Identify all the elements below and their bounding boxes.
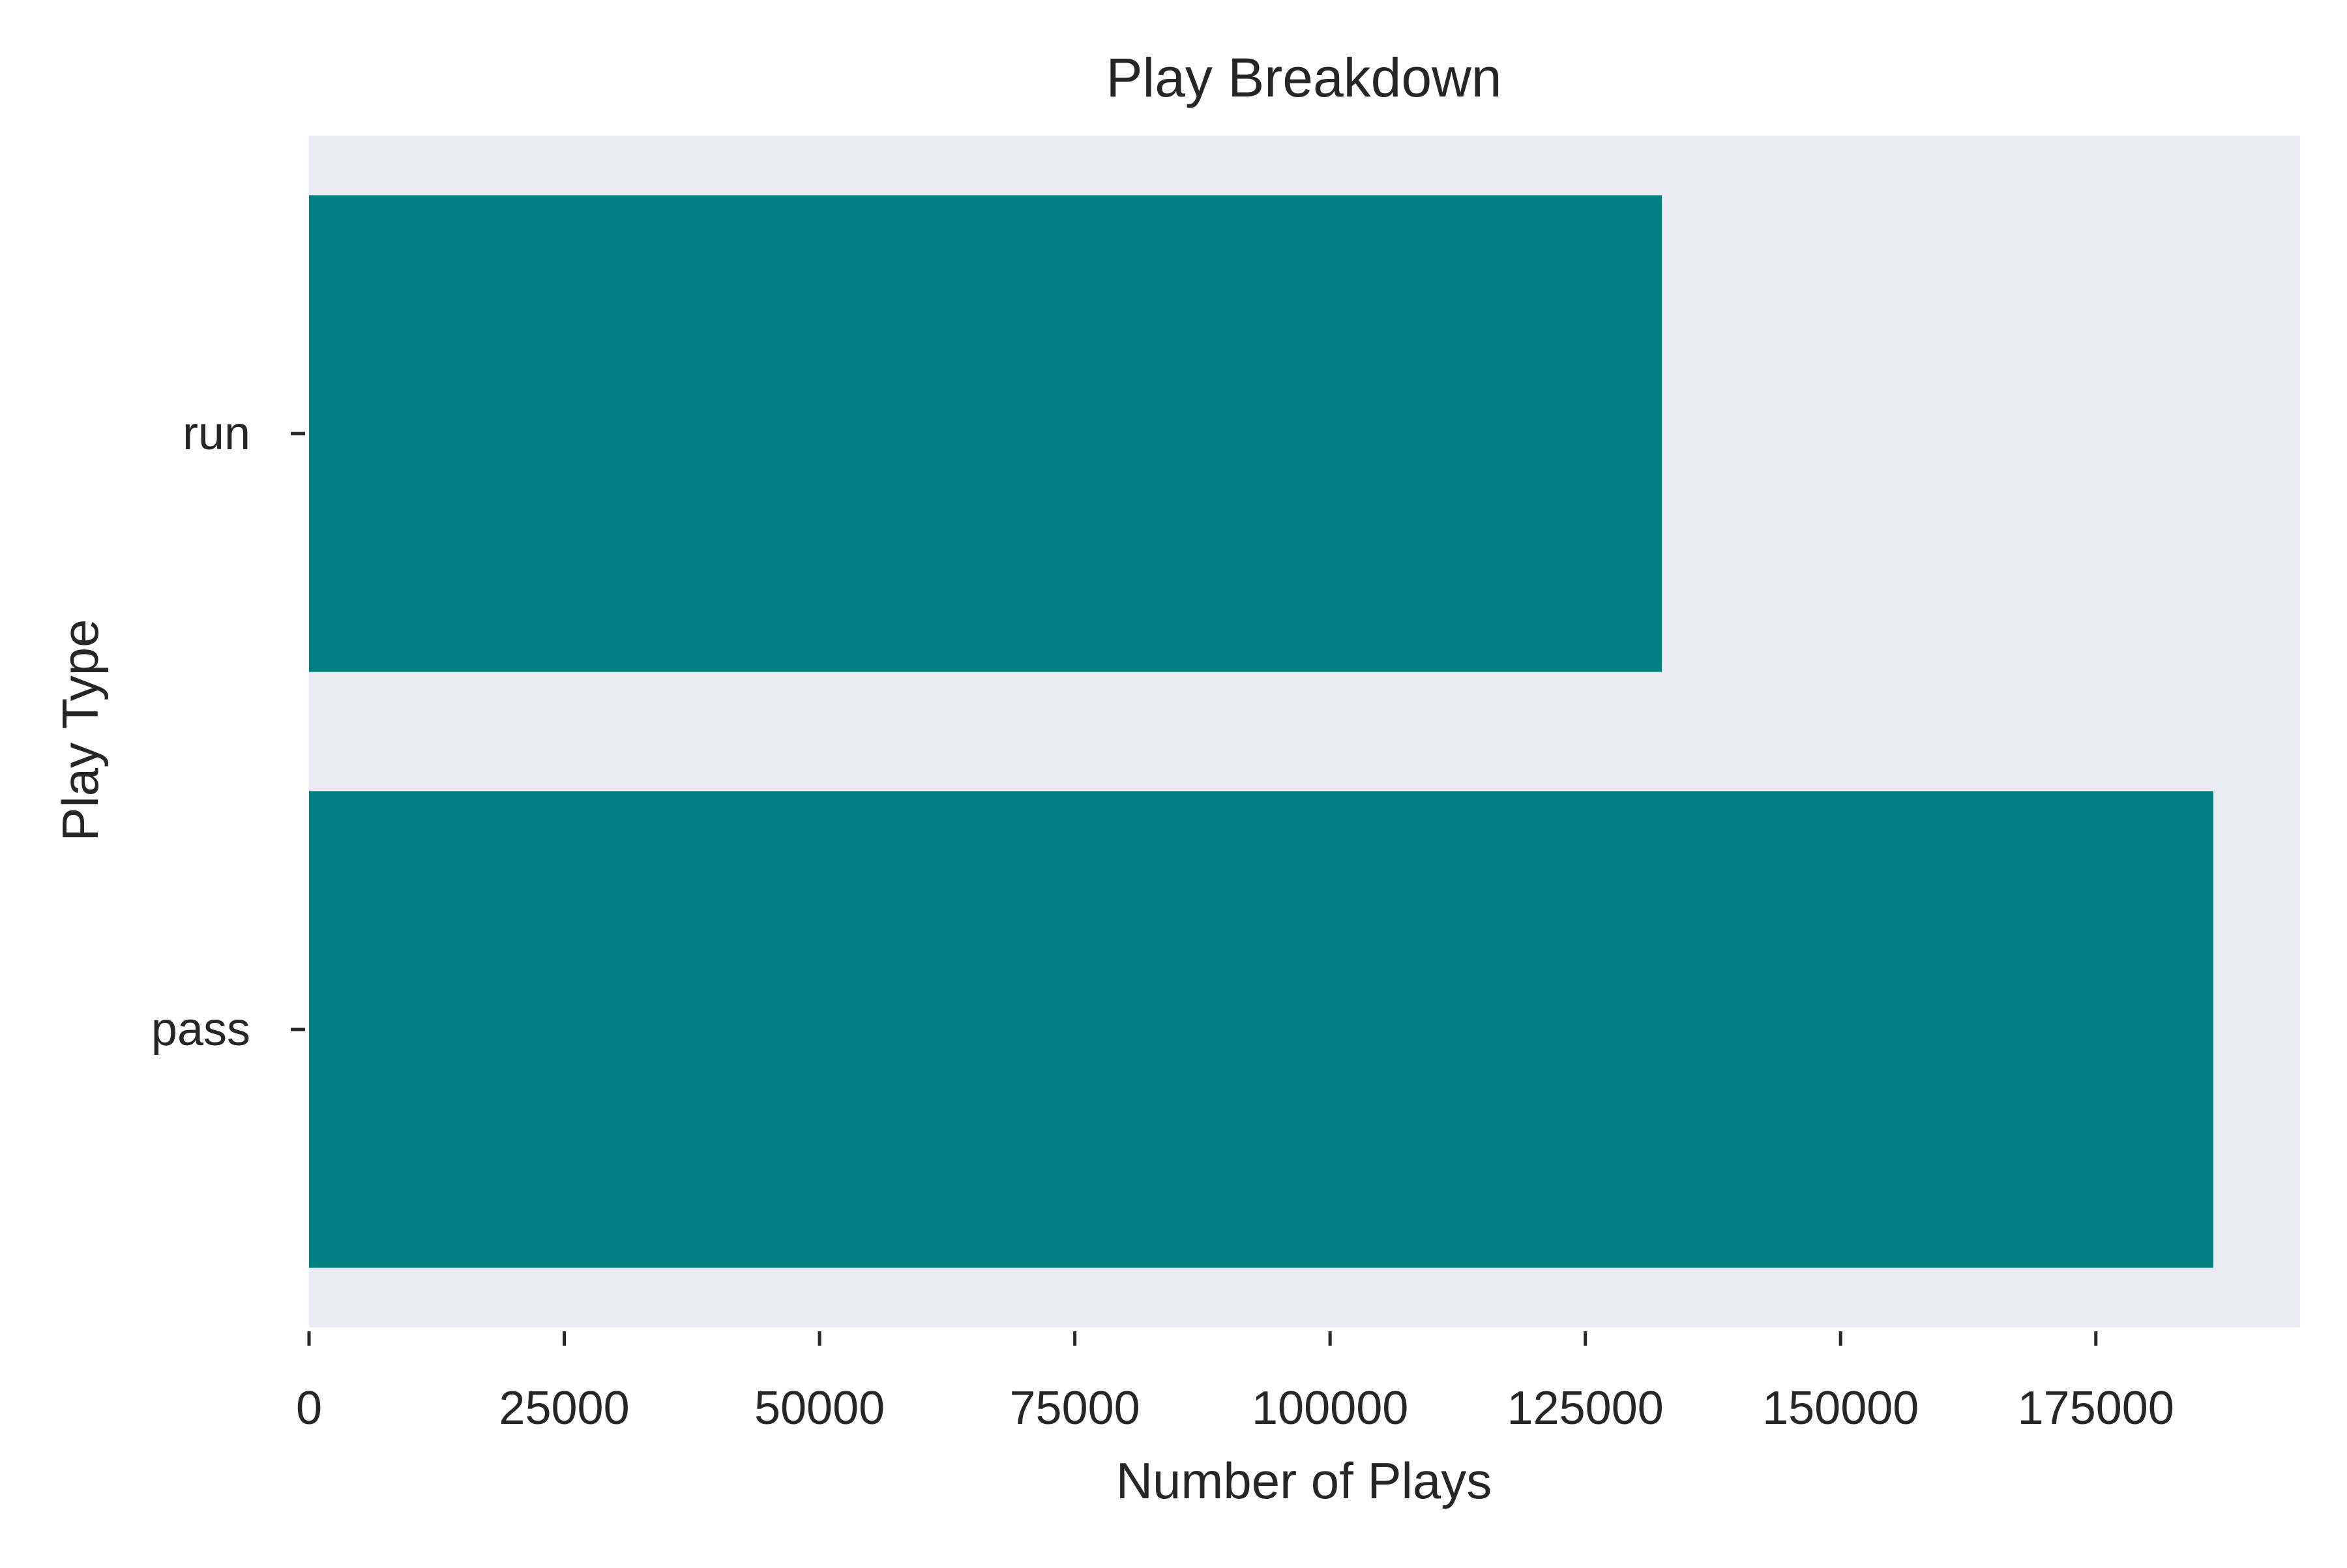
y-tick-label-run: run	[183, 407, 250, 460]
bars-group	[309, 195, 2213, 1268]
x-tick-label: 25000	[499, 1382, 629, 1434]
x-tick-label: 150000	[1762, 1382, 1919, 1434]
y-axis-ticks: run pass	[151, 407, 305, 1056]
chart-title: Play Breakdown	[1106, 47, 1502, 108]
x-tick-label: 100000	[1252, 1382, 1408, 1434]
x-tick-label: 0	[296, 1382, 322, 1434]
y-tick-label-pass: pass	[151, 1003, 250, 1056]
bar-pass	[309, 791, 2213, 1268]
x-axis-label: Number of Plays	[1116, 1452, 1492, 1509]
x-tick-label: 50000	[754, 1382, 885, 1434]
x-tick-label: 125000	[1507, 1382, 1664, 1434]
bar-run	[309, 195, 1662, 672]
x-axis-ticks: 0 25000 50000 75000 100000 125000 150000 175000	[296, 1331, 2174, 1434]
y-axis-label: Play Type	[52, 619, 109, 841]
x-tick-label: 75000	[1010, 1382, 1140, 1434]
x-tick-label: 175000	[2018, 1382, 2174, 1434]
